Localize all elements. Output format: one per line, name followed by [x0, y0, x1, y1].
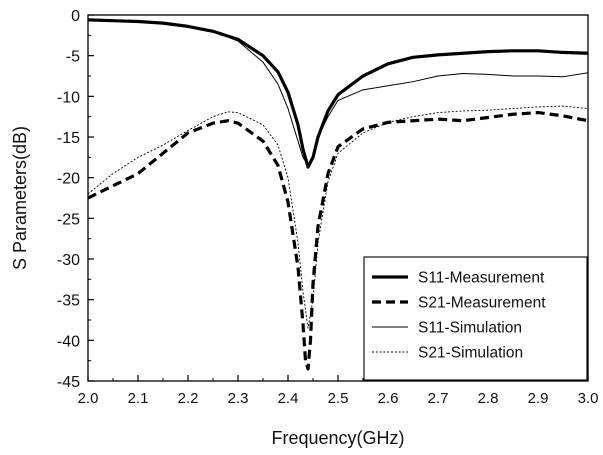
x-tick-label: 2.8	[478, 390, 499, 407]
x-tick-label: 2.9	[528, 390, 549, 407]
y-axis: 0 -5 -10 -15 -20 -25 -30 -35 -40 -45	[57, 8, 94, 391]
x-tick-label: 2.3	[228, 390, 249, 407]
y-tick-label: -45	[57, 374, 80, 391]
x-tick-label: 2.7	[428, 390, 449, 407]
series-line-s11-simulation	[88, 19, 588, 166]
x-axis-label: Frequency(GHz)	[271, 428, 404, 448]
y-tick-label: -20	[57, 171, 80, 188]
series-layer	[88, 18, 588, 371]
x-tick-label: 2.5	[328, 390, 349, 407]
y-tick-label: -40	[57, 333, 80, 350]
legend-label: S11-Simulation	[418, 320, 522, 337]
series-line-s21-measurement	[88, 111, 588, 371]
x-axis: 2.0 2.1 2.2 2.3 2.4 2.5 2.6 2.7 2.8 2.9 3.0	[78, 375, 599, 407]
legend: S11-Measurement S21-Measurement S11-Simula…	[363, 256, 588, 381]
x-tick-label: 2.6	[378, 390, 399, 407]
y-axis-label: S Parameters(dB)	[10, 126, 30, 270]
y-tick-label: -25	[57, 211, 80, 228]
legend-label: S21-Simulation	[418, 345, 523, 362]
legend-label: S11-Measurement	[418, 270, 545, 287]
x-tick-label: 2.1	[128, 390, 149, 407]
y-tick-label: -10	[57, 89, 80, 106]
x-tick-label: 2.0	[78, 390, 99, 407]
legend-label: S21-Measurement	[418, 295, 546, 312]
x-tick-label: 3.0	[578, 390, 599, 407]
x-tick-label: 2.2	[178, 390, 199, 407]
y-tick-label: -5	[66, 49, 80, 66]
y-tick-label: -35	[57, 293, 80, 310]
series-line-s21-simulation	[88, 105, 588, 329]
y-tick-label: -30	[57, 252, 80, 269]
y-tick-label: 0	[71, 8, 80, 25]
y-tick-label: -15	[57, 130, 80, 147]
x-tick-label: 2.4	[278, 390, 299, 407]
